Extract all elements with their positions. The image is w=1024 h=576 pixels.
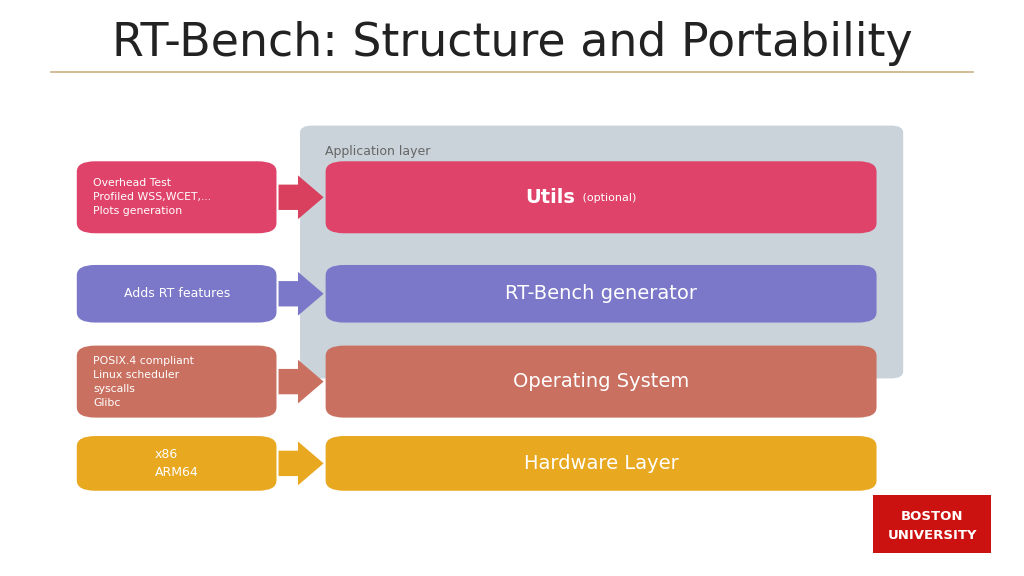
Text: x86
ARM64: x86 ARM64 bbox=[155, 448, 199, 479]
FancyBboxPatch shape bbox=[326, 265, 877, 323]
Polygon shape bbox=[279, 359, 324, 403]
Text: POSIX.4 compliant
Linux scheduler
syscalls
Glibc: POSIX.4 compliant Linux scheduler syscal… bbox=[93, 355, 195, 408]
FancyBboxPatch shape bbox=[77, 436, 276, 491]
Text: BOSTON: BOSTON bbox=[901, 510, 964, 522]
Text: (optional): (optional) bbox=[579, 194, 636, 203]
FancyBboxPatch shape bbox=[326, 346, 877, 418]
Text: 7: 7 bbox=[980, 543, 988, 556]
Text: Application layer: Application layer bbox=[325, 145, 430, 158]
FancyBboxPatch shape bbox=[77, 161, 276, 233]
FancyBboxPatch shape bbox=[77, 346, 276, 418]
Text: Utils: Utils bbox=[525, 188, 575, 207]
FancyBboxPatch shape bbox=[300, 126, 903, 378]
FancyBboxPatch shape bbox=[873, 495, 991, 553]
Text: Hardware Layer: Hardware Layer bbox=[523, 454, 679, 473]
Polygon shape bbox=[279, 272, 324, 316]
Text: RT-Bench generator: RT-Bench generator bbox=[505, 285, 697, 303]
FancyBboxPatch shape bbox=[326, 161, 877, 233]
Text: Overhead Test
Profiled WSS,WCET,...
Plots generation: Overhead Test Profiled WSS,WCET,... Plot… bbox=[93, 179, 211, 216]
Text: Adds RT features: Adds RT features bbox=[124, 287, 229, 300]
FancyBboxPatch shape bbox=[326, 436, 877, 491]
Polygon shape bbox=[279, 175, 324, 219]
Text: UNIVERSITY: UNIVERSITY bbox=[888, 529, 977, 542]
Polygon shape bbox=[279, 441, 324, 485]
Text: RT-Bench: Structure and Portability: RT-Bench: Structure and Portability bbox=[112, 21, 912, 66]
Text: Operating System: Operating System bbox=[513, 372, 689, 391]
FancyBboxPatch shape bbox=[77, 265, 276, 323]
